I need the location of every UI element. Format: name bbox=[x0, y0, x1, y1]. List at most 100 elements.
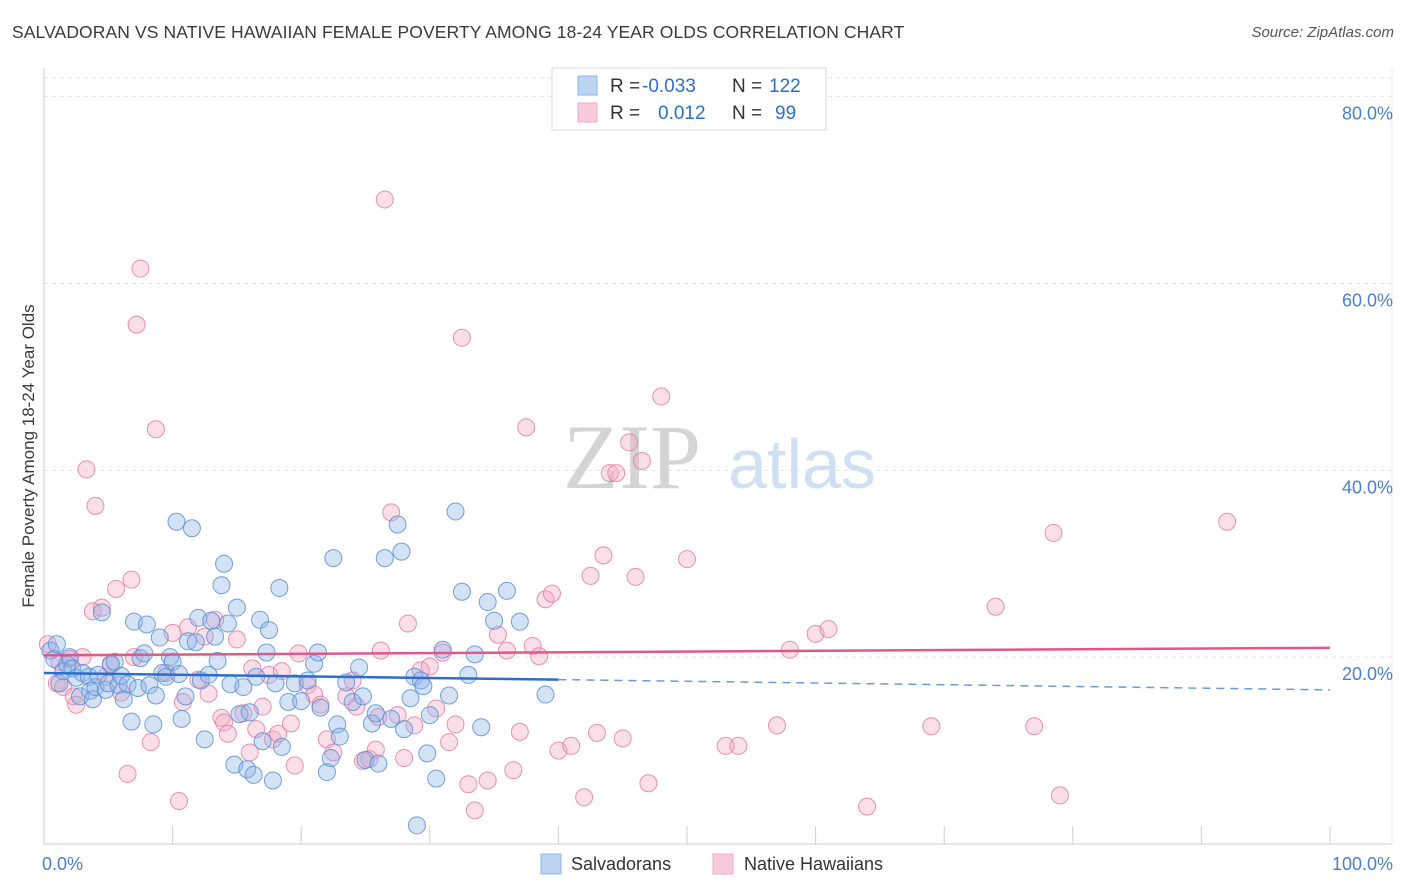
salvadorans-point-29 bbox=[135, 644, 154, 663]
native-hawaiians-point-19 bbox=[127, 315, 146, 334]
y-tick-labels: 20.0% 40.0% 60.0% 80.0% bbox=[1342, 104, 1393, 684]
salvadorans-point-82 bbox=[324, 549, 343, 568]
salvadorans-point-34 bbox=[150, 628, 169, 647]
salvadorans-point-103 bbox=[418, 744, 437, 763]
salvadorans-point-27 bbox=[128, 678, 147, 697]
salvadorans-point-98 bbox=[401, 689, 420, 708]
native-hawaiians-point-11 bbox=[92, 598, 111, 617]
native-hawaiians-point-21 bbox=[141, 733, 160, 752]
legend-swatch-salvadorans bbox=[540, 853, 562, 875]
salvadorans-point-94 bbox=[382, 709, 401, 728]
native-hawaiians-point-92 bbox=[600, 464, 619, 483]
trend-salvadorans-dashed bbox=[558, 678, 1331, 691]
salvadorans-point-66 bbox=[253, 732, 272, 751]
native-hawaiians-point-94 bbox=[613, 729, 632, 748]
native-hawaiians-point-96 bbox=[626, 567, 645, 586]
salvadorans-point-77 bbox=[305, 654, 324, 673]
salvadorans-point-42 bbox=[176, 687, 195, 706]
native-hawaiians-point-87 bbox=[562, 736, 581, 755]
native-hawaiians-point-20 bbox=[131, 259, 150, 278]
watermark-atlas: atlas bbox=[728, 425, 876, 503]
native-hawaiians-point-32 bbox=[212, 708, 231, 727]
salvadorans-point-97 bbox=[395, 720, 414, 739]
native-hawaiians-point-8 bbox=[77, 460, 96, 479]
native-hawaiians-point-33 bbox=[215, 713, 234, 732]
salvadorans-point-67 bbox=[257, 643, 276, 662]
native-hawaiians-point-66 bbox=[405, 716, 424, 735]
native-hawaiians-point-75 bbox=[465, 801, 484, 820]
native-hawaiians-point-88 bbox=[575, 788, 594, 807]
native-hawaiians-point-103 bbox=[768, 716, 787, 735]
native-hawaiians-point-102 bbox=[729, 736, 748, 755]
native-hawaiians-point-27 bbox=[179, 618, 198, 637]
salvadorans-point-104 bbox=[420, 706, 439, 725]
x-tick-labels: 0.0% 100.0% bbox=[42, 854, 1393, 874]
native-hawaiians-point-99 bbox=[652, 387, 671, 406]
salvadorans-point-110 bbox=[459, 665, 478, 684]
stats-r-value-1: -0.033 bbox=[642, 76, 696, 97]
stats-n-label-1: N = bbox=[732, 76, 762, 97]
salvadorans-point-69 bbox=[263, 771, 282, 790]
native-hawaiians-point-22 bbox=[146, 420, 165, 439]
salvadorans-point-37 bbox=[161, 648, 180, 667]
native-hawaiians-point-45 bbox=[281, 714, 300, 733]
salvadorans-point-65 bbox=[251, 610, 270, 629]
native-hawaiians-point-93 bbox=[607, 464, 626, 483]
native-hawaiians-point-76 bbox=[478, 771, 497, 790]
native-hawaiians-point-29 bbox=[195, 627, 214, 646]
native-hawaiians-point-81 bbox=[517, 418, 536, 437]
native-hawaiians-point-89 bbox=[581, 566, 600, 585]
salvadorans-point-92 bbox=[369, 754, 388, 773]
salvadorans-point-6 bbox=[60, 648, 79, 667]
salvadorans-point-105 bbox=[427, 769, 446, 788]
native-hawaiians-point-72 bbox=[446, 715, 465, 734]
salvadorans-point-45 bbox=[186, 633, 205, 652]
native-hawaiians-point-85 bbox=[542, 584, 561, 603]
salvadorans-point-107 bbox=[440, 686, 459, 705]
y-tick-label-1: 40.0% bbox=[1342, 477, 1393, 497]
salvadorans-point-68 bbox=[260, 621, 279, 640]
stats-swatch-salvadorans bbox=[577, 75, 598, 96]
salvadorans-point-71 bbox=[270, 579, 289, 598]
series-native-hawaiians-points bbox=[38, 190, 1237, 820]
native-hawaiians-point-73 bbox=[452, 328, 471, 347]
native-hawaiians-point-9 bbox=[83, 602, 102, 621]
salvadorans-point-112 bbox=[472, 718, 491, 737]
salvadorans-point-24 bbox=[118, 675, 137, 694]
trend-salvadorans-solid bbox=[43, 671, 559, 681]
salvadorans-point-51 bbox=[206, 627, 225, 646]
native-hawaiians-point-65 bbox=[398, 614, 417, 633]
native-hawaiians-point-10 bbox=[86, 496, 105, 515]
salvadorans-point-70 bbox=[266, 674, 285, 693]
watermark-zip: ZIP bbox=[563, 406, 701, 508]
salvadorans-point-100 bbox=[407, 816, 426, 835]
native-hawaiians-point-112 bbox=[1050, 786, 1069, 805]
salvadorans-point-108 bbox=[446, 502, 465, 521]
salvadorans-point-111 bbox=[465, 645, 484, 664]
native-hawaiians-point-95 bbox=[620, 433, 639, 452]
legend-label-salvadorans: Salvadorans bbox=[571, 854, 671, 874]
native-hawaiians-point-69 bbox=[427, 699, 446, 718]
salvadorans-point-75 bbox=[292, 692, 311, 711]
salvadorans-point-86 bbox=[343, 693, 362, 712]
native-hawaiians-point-97 bbox=[632, 452, 651, 470]
native-hawaiians-point-46 bbox=[285, 756, 304, 775]
native-hawaiians-point-34 bbox=[218, 724, 237, 743]
salvadorans-point-88 bbox=[353, 687, 372, 706]
salvadorans-point-32 bbox=[144, 715, 163, 734]
native-hawaiians-point-79 bbox=[504, 761, 523, 780]
salvadorans-point-50 bbox=[202, 611, 221, 630]
y-tick-label-0: 20.0% bbox=[1342, 664, 1393, 684]
x-tick-label-0: 0.0% bbox=[42, 854, 83, 874]
salvadorans-point-73 bbox=[279, 693, 298, 712]
native-hawaiians-point-60 bbox=[371, 641, 390, 660]
salvadorans-point-96 bbox=[392, 542, 411, 561]
native-hawaiians-point-82 bbox=[523, 636, 542, 655]
stats-n-value-1: 122 bbox=[769, 76, 801, 97]
salvadorans-point-23 bbox=[114, 690, 133, 709]
stats-r-value-2: 0.012 bbox=[658, 103, 706, 124]
native-hawaiians-point-18 bbox=[125, 648, 144, 667]
salvadorans-point-117 bbox=[536, 685, 555, 704]
native-hawaiians-point-91 bbox=[594, 546, 613, 565]
